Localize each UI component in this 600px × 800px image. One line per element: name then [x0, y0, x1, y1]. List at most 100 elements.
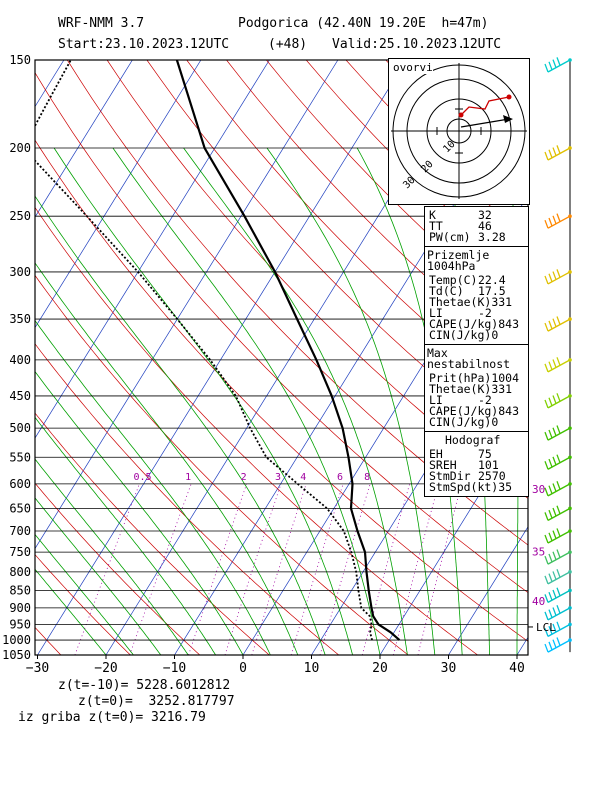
- wind-barb-feather: [552, 395, 557, 404]
- surface-row: Temp(C) 22.4: [427, 274, 526, 286]
- wind-barb-shaft: [547, 607, 571, 621]
- mixing-ratio-line: [188, 483, 247, 655]
- wind-barb-dot: [568, 58, 572, 62]
- wind-barb-dot: [568, 270, 572, 274]
- unstable-key: LI: [429, 393, 443, 407]
- surface-key: Thetae(K): [429, 295, 492, 309]
- mixing-ratio-line: [129, 483, 192, 655]
- footer-z-zero: z(t=0)= 3252.817797: [78, 694, 235, 709]
- hodo-value: 75: [478, 447, 492, 461]
- wind-barb: [544, 549, 572, 565]
- wind-barb-shaft: [547, 59, 571, 73]
- start-time: 12UTC: [190, 37, 230, 52]
- isotherm-line: [448, 526, 528, 655]
- wind-barb-shaft: [547, 318, 571, 332]
- wind-barb-feather: [556, 528, 561, 537]
- mixing-ratio-line: [392, 483, 440, 655]
- wind-barb-dot: [568, 506, 572, 511]
- wind-barb-feather: [548, 61, 553, 71]
- wind-barb-shaft: [547, 359, 571, 373]
- y-tick-label: 350: [9, 312, 31, 326]
- wind-barb-shaft: [547, 589, 571, 604]
- wind-barb-feather: [544, 219, 549, 229]
- y-tick-label: 150: [9, 53, 31, 67]
- unstable-row: CAPE(J/kg) 843: [427, 405, 526, 417]
- wind-barb-dot: [568, 317, 572, 321]
- wind-barb-feather: [556, 481, 561, 490]
- wind-barb: [544, 454, 572, 470]
- unstable-value: 1004: [491, 371, 520, 385]
- wind-barb-feather: [556, 621, 561, 631]
- wind-barb-dot: [568, 358, 572, 362]
- wind-barb: [544, 505, 572, 521]
- x-tick-label: −10: [163, 661, 186, 676]
- right-temp-label: 30: [532, 483, 545, 496]
- wind-barb-dot: [568, 622, 572, 627]
- index-section: K 32 TT 46 PW(cm) 3.28: [424, 206, 529, 246]
- valid-time: 12UTC: [462, 37, 502, 52]
- unstable-value: 843: [498, 404, 520, 418]
- index-key: K: [429, 208, 436, 222]
- unstable-key: Prit(hPa): [429, 371, 492, 385]
- wind-barb-shaft: [547, 551, 571, 565]
- surface-value: 843: [498, 317, 520, 331]
- dry-adiabat-line: [146, 60, 528, 454]
- wind-barb-feather: [552, 147, 557, 156]
- wind-barb-feather: [552, 59, 557, 68]
- hodograph-start-dot: [458, 112, 464, 118]
- hodograph-title: ovorvi: [393, 61, 433, 74]
- wind-barb-feather: [548, 361, 553, 370]
- hodo-key: EH: [429, 447, 443, 461]
- mixing-ratio-line: [224, 483, 282, 655]
- mixing-ratio-line: [319, 483, 371, 655]
- wind-barb: [544, 621, 572, 638]
- wind-barb-dot: [568, 455, 572, 460]
- wind-barb-shaft: [547, 395, 571, 409]
- unstable-title: Max nestabilnost: [427, 346, 511, 371]
- mixing-ratio-label: 2: [241, 472, 247, 483]
- wind-barb-feather: [548, 625, 553, 635]
- wind-barb-shaft: [547, 530, 571, 544]
- wind-barb-feather: [548, 149, 553, 158]
- y-tick-label: 200: [9, 141, 31, 155]
- wind-barb-shaft: [547, 623, 571, 638]
- wind-barb-dot: [568, 638, 572, 642]
- wind-barb-feather: [556, 605, 561, 614]
- wind-barb-feather: [556, 549, 561, 558]
- mixing-ratio-label: 8: [364, 472, 370, 483]
- wind-barb-shaft: [547, 483, 571, 497]
- wind-barb-shaft: [547, 571, 571, 585]
- moist-adiabat-line: [35, 416, 216, 655]
- wind-barb-feather: [544, 575, 549, 585]
- wind-barb-feather: [548, 217, 553, 227]
- wind-barb-dot: [568, 426, 572, 430]
- wind-barb-feather: [552, 551, 557, 560]
- wind-barb-dot: [568, 570, 572, 574]
- wind-barb-feather: [544, 461, 549, 470]
- wind-barb-feather: [552, 483, 557, 492]
- wind-barb-dot: [568, 146, 572, 150]
- dry-adiabat-line: [35, 412, 270, 655]
- unstable-key: CIN(J/kg): [429, 415, 492, 429]
- y-tick-label: 950: [9, 617, 31, 631]
- unstable-row: CIN(J/kg) 0: [427, 415, 526, 429]
- index-value: 3.28: [478, 230, 506, 244]
- location-label: Podgorica (42.40N 19.20E h=47m): [238, 16, 489, 31]
- moist-adiabat-line: [35, 458, 189, 655]
- wind-barb-feather: [552, 215, 557, 225]
- moist-adiabat-line: [266, 147, 436, 655]
- hodograph-section: Hodograf EH 75 SREH 101 StmDir 2570 StmSpd(kt)…: [424, 431, 529, 497]
- unstable-value: 331: [491, 382, 513, 396]
- wind-barb: [544, 269, 572, 285]
- surface-title: Prizemlje 1004hPa: [427, 248, 490, 273]
- wind-barb-feather: [548, 532, 553, 542]
- wind-barb-shaft: [547, 147, 571, 161]
- index-row: K 32: [427, 208, 526, 222]
- wind-barb-dot: [568, 394, 572, 398]
- wind-barb-feather: [556, 454, 561, 463]
- wind-barb-feather: [556, 145, 561, 154]
- footer-z-grib: iz griba z(t=0)= 3216.79: [18, 710, 206, 725]
- wind-barb-feather: [548, 591, 553, 601]
- surface-row: CAPE(J/kg) 843: [427, 318, 526, 330]
- wind-barb-feather: [548, 609, 553, 618]
